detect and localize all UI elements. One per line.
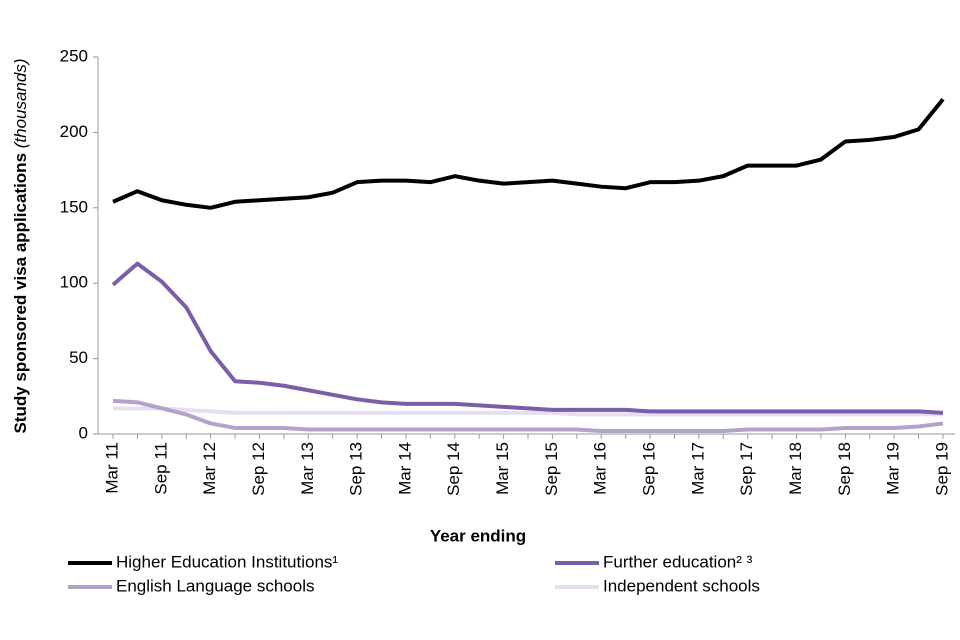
x-axis-label: Year ending [430, 526, 526, 545]
legend-label: Further education² ³ [603, 552, 753, 571]
x-tick-label: Sep 19 [932, 442, 951, 496]
series-line [113, 406, 943, 417]
x-tick-label: Mar 16 [591, 442, 610, 495]
y-axis-label: Study sponsored visa applications (thous… [11, 58, 30, 433]
x-tick-label: Sep 14 [444, 442, 463, 496]
x-tick-label: Mar 11 [102, 442, 121, 494]
x-tick-label: Sep 13 [347, 442, 366, 496]
x-tick-label: Sep 16 [640, 442, 659, 496]
x-tick-label: Mar 18 [786, 442, 805, 495]
y-tick-label: 50 [69, 348, 88, 367]
x-tick-label: Sep 15 [542, 442, 561, 496]
x-tick-label: Mar 14 [395, 442, 414, 495]
x-tick-label: Mar 17 [688, 442, 707, 495]
x-tick-label: Mar 15 [493, 442, 512, 495]
x-tick-label: Sep 17 [737, 442, 756, 496]
x-tick-label: Sep 11 [151, 442, 170, 495]
y-label-unit: (thousands) [11, 58, 30, 148]
x-tick-label: Mar 12 [200, 442, 219, 495]
legend-label: Higher Education Institutions¹ [116, 552, 338, 571]
y-tick-label: 0 [79, 423, 88, 442]
series-line [111, 261, 944, 415]
x-tick-label: Sep 12 [249, 442, 268, 496]
y-tick-label: 200 [60, 122, 88, 141]
legend-label: English Language schools [116, 576, 314, 595]
series-line [112, 97, 945, 210]
series-line [112, 398, 944, 433]
x-tick-label: Mar 19 [884, 442, 903, 495]
y-label-main: Study sponsored visa applications [11, 153, 30, 434]
y-tick-label: 150 [60, 197, 88, 216]
y-tick-label: 100 [60, 273, 88, 292]
x-tick-label: Sep 18 [835, 442, 854, 496]
x-tick-label: Mar 13 [298, 442, 317, 495]
legend-label: Independent schools [603, 576, 760, 595]
y-tick-label: 250 [60, 46, 88, 65]
